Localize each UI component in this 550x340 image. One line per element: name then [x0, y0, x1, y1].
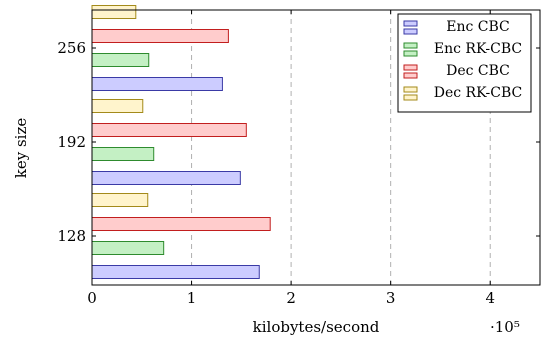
legend-label: Enc RK-CBC: [434, 41, 522, 57]
bar-enc-cbc-256: [91, 77, 223, 91]
legend-swatch: [403, 20, 418, 27]
legend-label: Enc CBC: [446, 19, 510, 35]
bar-dec-rk-cbc-128: [91, 193, 149, 207]
x-scale-note: ·10⁵: [490, 318, 520, 336]
bar-enc-cbc-192: [91, 171, 241, 185]
legend-swatch: [403, 64, 418, 71]
bar-dec-cbc-256: [91, 29, 229, 43]
x-tick-label: 0: [87, 289, 97, 307]
legend-swatch: [403, 94, 418, 101]
legend-swatch: [403, 50, 418, 57]
legend-swatch: [403, 72, 418, 79]
y-tick-label: 192: [57, 133, 86, 151]
axis-ticks: 0 1 2 3 4 128 192 256: [57, 10, 540, 307]
bar-enc-cbc-128: [91, 265, 260, 279]
y-tick-label: 256: [57, 39, 86, 57]
legend-swatch: [403, 28, 418, 35]
bar-enc-rk-cbc-192: [91, 147, 155, 161]
legend-swatch: [403, 86, 418, 93]
bar-dec-rk-cbc-256: [91, 5, 137, 19]
legend-box: [397, 13, 532, 113]
legend-swatch: [403, 42, 418, 49]
legend-label: Dec RK-CBC: [434, 85, 522, 101]
plot-frame: [91, 9, 541, 286]
legend: Enc CBC Enc RK-CBC Dec CBC Dec RK-CBC: [397, 13, 532, 113]
x-tick-label: 1: [187, 289, 197, 307]
legend-label: Dec CBC: [446, 63, 510, 79]
y-tick-label: 128: [57, 227, 86, 245]
y-axis-title: key size: [12, 118, 30, 179]
bar-dec-cbc-192: [91, 123, 247, 137]
x-tick-label: 4: [485, 289, 495, 307]
bar-enc-rk-cbc-128: [91, 241, 165, 255]
bar-enc-rk-cbc-256: [91, 53, 150, 67]
bar-dec-rk-cbc-192: [91, 99, 144, 113]
x-tick-label: 2: [286, 289, 296, 307]
x-axis-title: kilobytes/second: [253, 318, 380, 336]
x-tick-label: 3: [386, 289, 396, 307]
bar-dec-cbc-128: [91, 217, 271, 231]
